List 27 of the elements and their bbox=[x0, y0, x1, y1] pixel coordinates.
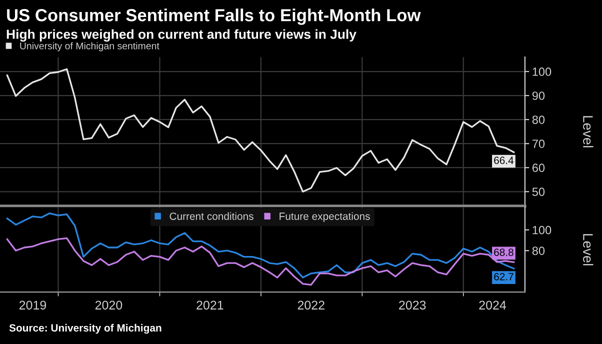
x-tick-label: 2019 bbox=[19, 300, 46, 310]
line-series bbox=[6, 237, 515, 286]
y-axis-title: Level bbox=[583, 116, 594, 148]
legend-label: Current conditions bbox=[170, 212, 254, 220]
data-label: 68.8 bbox=[494, 248, 514, 256]
data-label: 66.4 bbox=[494, 156, 514, 164]
x-tick-label: 2020 bbox=[95, 300, 122, 310]
x-tick-label: 2021 bbox=[196, 300, 224, 310]
x-tick-label: 2022 bbox=[298, 300, 324, 310]
y-tick-label: 80 bbox=[532, 116, 545, 124]
x-tick-label: 2023 bbox=[399, 300, 426, 310]
y-tick-label: 50 bbox=[532, 188, 545, 196]
legend-label: Future expectations bbox=[280, 212, 370, 222]
data-label: 62.7 bbox=[494, 272, 514, 280]
y-tick-label: 100 bbox=[532, 68, 552, 76]
y-tick-label: 80 bbox=[532, 246, 545, 255]
y-tick-label: 60 bbox=[532, 164, 545, 172]
y-tick-label: 70 bbox=[532, 140, 545, 148]
x-tick-label: 2024 bbox=[479, 300, 506, 310]
legend-label: University of Michigan sentiment bbox=[20, 42, 160, 52]
y-tick-label: 100 bbox=[532, 226, 552, 234]
line-series bbox=[6, 68, 515, 192]
y-tick-label: 90 bbox=[532, 92, 545, 100]
y-axis-title: Level bbox=[583, 234, 594, 266]
chart-title: US Consumer Sentiment Falls to Eight-Month Low bbox=[7, 8, 421, 25]
chart-subtitle: High prices weighed on current and future views in July bbox=[6, 29, 356, 42]
source-note: Source: University of Michigan bbox=[9, 324, 162, 334]
